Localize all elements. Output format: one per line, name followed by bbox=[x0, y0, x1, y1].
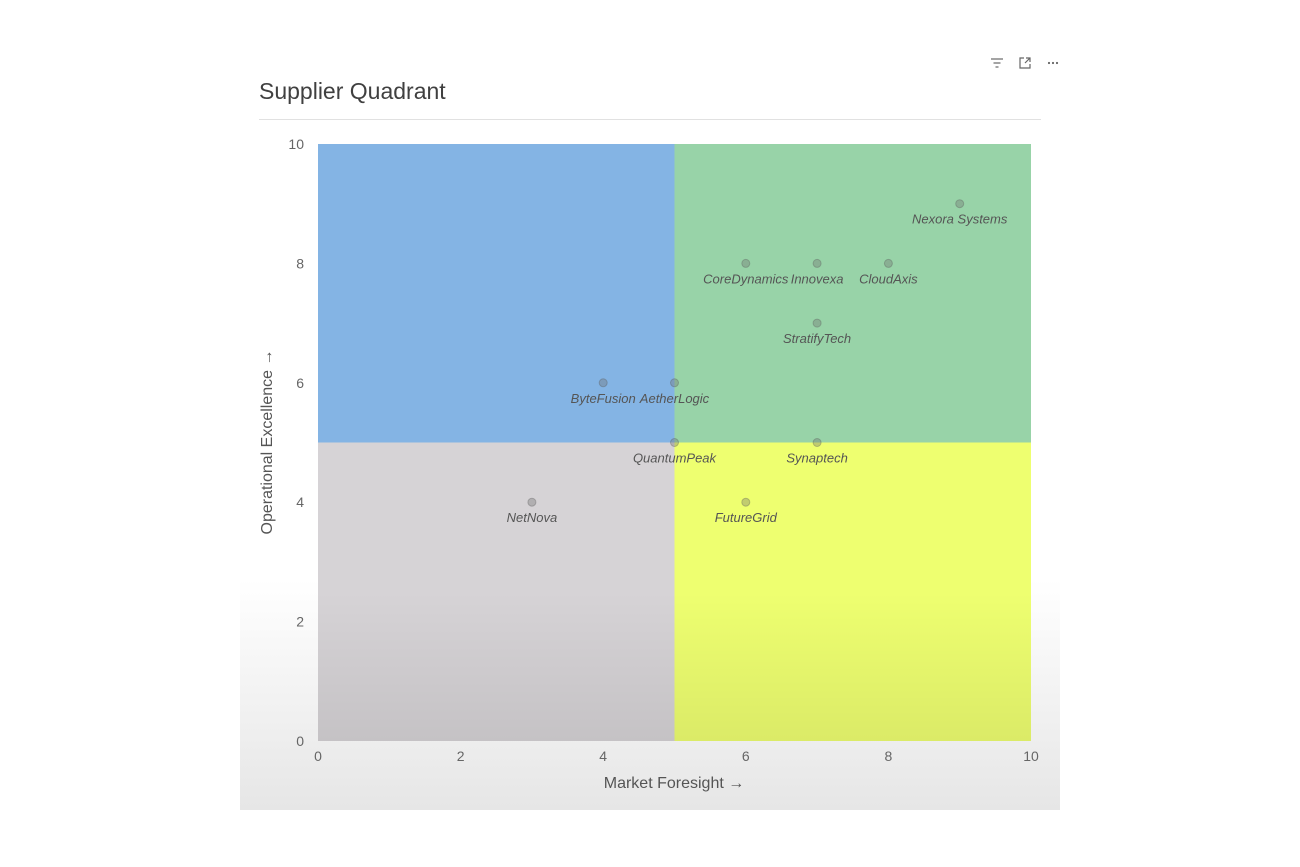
data-point[interactable]: QuantumPeak bbox=[633, 438, 718, 466]
x-tick-label: 10 bbox=[1023, 748, 1039, 764]
data-point[interactable]: StratifyTech bbox=[783, 318, 851, 346]
point-marker[interactable] bbox=[741, 258, 751, 268]
y-tick-label: 10 bbox=[288, 136, 304, 152]
data-point[interactable]: AetherLogic bbox=[639, 378, 710, 406]
more-options-icon[interactable] bbox=[1046, 56, 1060, 70]
point-marker[interactable] bbox=[527, 497, 537, 507]
point-marker[interactable] bbox=[598, 378, 608, 388]
x-tick-label: 4 bbox=[599, 748, 607, 764]
quadrant-0 bbox=[318, 144, 675, 443]
x-tick-label: 2 bbox=[457, 748, 465, 764]
data-point[interactable]: NetNova bbox=[507, 497, 558, 525]
y-tick-label: 8 bbox=[296, 255, 304, 271]
quadrant-shade-3 bbox=[674, 442, 1031, 741]
data-point[interactable]: Innovexa bbox=[791, 258, 844, 286]
data-point[interactable]: FutureGrid bbox=[715, 497, 778, 525]
point-label: FutureGrid bbox=[715, 510, 778, 525]
x-tick-label: 0 bbox=[314, 748, 322, 764]
point-marker[interactable] bbox=[670, 438, 679, 447]
x-axis-label: Market Foresight → bbox=[604, 775, 744, 792]
point-label: Nexora Systems bbox=[912, 212, 1008, 227]
filter-icon[interactable] bbox=[990, 56, 1004, 70]
point-label: QuantumPeak bbox=[633, 451, 718, 466]
quadrant-1 bbox=[674, 144, 1031, 443]
point-label: Innovexa bbox=[791, 271, 844, 286]
quadrant-backgrounds bbox=[318, 144, 1031, 741]
chart-title: Supplier Quadrant bbox=[259, 78, 446, 104]
point-label: AetherLogic bbox=[639, 391, 710, 406]
point-label: Synaptech bbox=[786, 451, 847, 466]
point-marker[interactable] bbox=[670, 378, 679, 388]
data-point[interactable]: CloudAxis bbox=[859, 258, 918, 286]
visual-toolbar bbox=[990, 54, 1062, 72]
y-tick-label: 2 bbox=[296, 614, 304, 630]
data-point[interactable]: ByteFusion bbox=[571, 378, 636, 406]
point-label: CloudAxis bbox=[859, 271, 918, 286]
point-marker[interactable] bbox=[812, 258, 822, 268]
data-point[interactable]: Synaptech bbox=[786, 438, 848, 466]
y-axis-label: Operational Excellence → bbox=[259, 350, 276, 535]
focus-mode-icon[interactable] bbox=[1018, 56, 1032, 70]
data-points: Nexora Systems CoreDynamics Innovexa CloudA… bbox=[507, 199, 1008, 525]
point-marker[interactable] bbox=[883, 258, 893, 268]
point-marker[interactable] bbox=[741, 497, 751, 507]
point-marker[interactable] bbox=[812, 318, 822, 328]
point-label: ByteFusion bbox=[571, 391, 636, 406]
x-tick-label: 6 bbox=[742, 748, 750, 764]
title-divider bbox=[259, 119, 1041, 120]
axis-ticks: 0 2 4 6 8 10 0 2 4 6 8 10 bbox=[288, 136, 1039, 764]
y-tick-label: 6 bbox=[296, 375, 304, 391]
y-tick-label: 0 bbox=[296, 733, 304, 749]
point-label: CoreDynamics bbox=[703, 271, 789, 286]
point-label: NetNova bbox=[507, 510, 558, 525]
data-point[interactable]: CoreDynamics bbox=[703, 258, 789, 286]
point-label: StratifyTech bbox=[783, 331, 851, 346]
x-tick-label: 8 bbox=[885, 748, 893, 764]
point-marker[interactable] bbox=[812, 438, 822, 447]
data-point[interactable]: Nexora Systems bbox=[912, 199, 1008, 227]
point-marker[interactable] bbox=[955, 199, 965, 209]
quadrant-shade-2 bbox=[318, 442, 675, 741]
y-tick-label: 4 bbox=[296, 494, 304, 510]
